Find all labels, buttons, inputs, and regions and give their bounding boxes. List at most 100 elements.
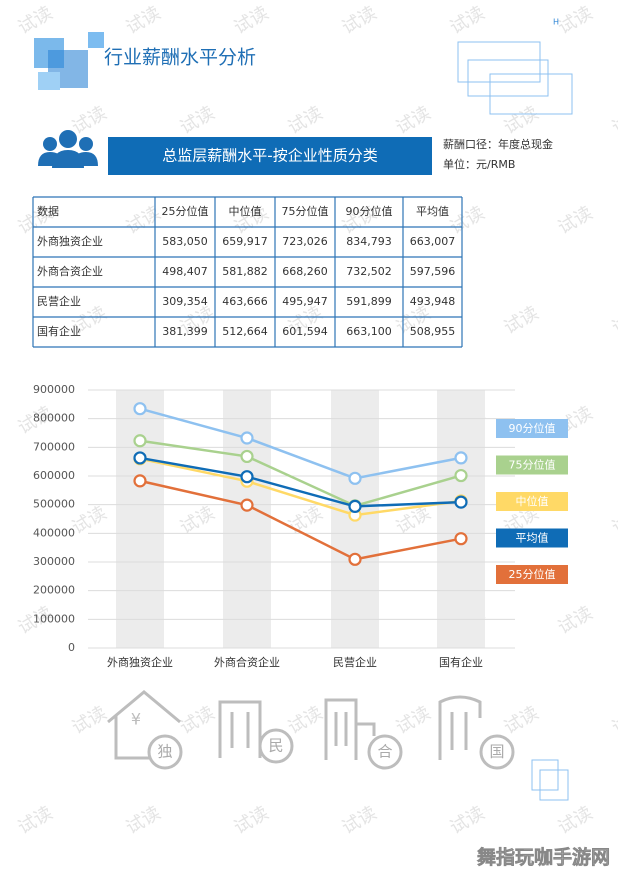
table-cell: 601,594 <box>282 325 328 338</box>
icon-label: 合 <box>377 743 392 761</box>
deco <box>531 759 559 791</box>
series-line <box>139 479 462 561</box>
table-cell: 495,947 <box>282 295 328 308</box>
y-tick-label: 900000 <box>33 383 75 396</box>
icon-text: ¥ <box>131 710 141 729</box>
table-cell: 90分位值 <box>346 204 393 218</box>
table-cell: 732,502 <box>346 265 392 278</box>
icon-building <box>438 695 482 760</box>
y-tick-label: 800000 <box>33 412 75 425</box>
watermark: 试读 <box>609 702 618 738</box>
point <box>133 451 147 465</box>
table-cell: 663,100 <box>346 325 392 338</box>
note: 单位：元/RMB <box>443 157 515 171</box>
point <box>133 434 147 448</box>
series-line <box>139 407 462 480</box>
point <box>133 474 147 488</box>
y-tick-label: 400000 <box>33 526 75 539</box>
point <box>454 532 468 546</box>
icons <box>107 690 515 770</box>
table-cell: 数据 <box>37 204 59 218</box>
y-tick-label: 200000 <box>33 584 75 597</box>
table-cell: 583,050 <box>162 235 208 248</box>
watermark: 试读 <box>609 302 618 338</box>
table-cell: 498,407 <box>162 265 208 278</box>
watermark: 试读 <box>231 802 273 838</box>
legend-label: 75分位值 <box>509 458 556 472</box>
watermark: 试读 <box>393 102 435 138</box>
icon-label: 民 <box>268 737 283 755</box>
series-line <box>139 456 462 508</box>
watermark: 试读 <box>285 102 327 138</box>
point <box>454 495 468 509</box>
icon-building <box>324 698 376 760</box>
y-tick-label: 0 <box>68 641 75 654</box>
watermark: 试读 <box>609 102 618 138</box>
series-line <box>139 439 462 508</box>
table-cell: 外商合资企业 <box>37 264 103 278</box>
point <box>454 451 468 465</box>
table-cell: 834,793 <box>346 235 392 248</box>
watermark: 试读 <box>393 702 435 738</box>
watermark: 试读 <box>447 2 489 38</box>
point <box>454 468 468 483</box>
point <box>133 402 147 416</box>
table-cell: 381,399 <box>162 325 208 338</box>
watermark: 试读 <box>123 202 165 238</box>
chart: 外商独资企业 外商合资企业 民营企业 国有企业 0 100000 200000 300000 4… <box>33 383 568 669</box>
site-name: 舞指玩咖手游网 <box>477 846 610 869</box>
deco <box>88 32 104 48</box>
point <box>240 470 254 484</box>
table-cell: 668,260 <box>282 265 328 278</box>
table-cell: 国有企业 <box>37 324 81 338</box>
section-title: 总监层薪酬水平-按企业性质分类 <box>162 147 377 165</box>
watermark: 试读 <box>447 202 489 238</box>
y-tick-label: 100000 <box>33 612 75 625</box>
point <box>240 431 254 445</box>
x-tick-label: 外商合资企业 <box>214 655 280 669</box>
icon-building <box>218 700 262 758</box>
watermark: 试读 <box>69 702 111 738</box>
table-cell: 493,948 <box>410 295 456 308</box>
watermark: 试读 <box>15 2 57 38</box>
watermark: 试读 <box>447 802 489 838</box>
watermark: 试读 <box>339 2 381 38</box>
watermark: 试读 <box>231 2 273 38</box>
series-line <box>139 457 462 517</box>
header-mark: H <box>553 18 559 27</box>
table-cell: 581,882 <box>222 265 268 278</box>
table-cell: 591,899 <box>346 295 392 308</box>
legend-swatch <box>496 455 568 475</box>
legend-swatch <box>496 492 568 511</box>
watermark: 试读 <box>177 102 219 138</box>
table-cell: 民营企业 <box>37 294 81 308</box>
category-band <box>437 390 485 648</box>
page-title: 行业薪酬水平分析 <box>104 47 256 69</box>
table-cell: 平均值 <box>416 205 449 218</box>
table-cell: 663,007 <box>410 235 456 248</box>
watermark: 试读 <box>123 2 165 38</box>
icon-house <box>107 690 181 760</box>
watermark: 试读 <box>555 2 597 38</box>
watermark: 试读 <box>501 702 543 738</box>
table-cell: 512,664 <box>222 325 268 338</box>
x-tick-label: 民营企业 <box>333 655 377 669</box>
watermark: 试读 <box>123 802 165 838</box>
watermark: 试读 <box>339 802 381 838</box>
note: 薪酬口径：年度总现金 <box>443 137 553 151</box>
table-cell: 508,955 <box>410 325 456 338</box>
deco <box>38 72 60 90</box>
deco <box>467 59 549 97</box>
legend-label: 中位值 <box>516 494 549 508</box>
x-tick-label: 外商独资企业 <box>107 655 173 669</box>
x-tick-label: 国有企业 <box>439 655 483 669</box>
category-band <box>116 390 164 648</box>
y-tick-label: 600000 <box>33 469 75 482</box>
category-band <box>223 390 271 648</box>
table-cell: 中位值 <box>229 204 262 218</box>
watermark: 试读 <box>555 202 597 238</box>
point <box>240 498 254 512</box>
watermark: 试读 <box>177 702 219 738</box>
legend-label: 25分位值 <box>509 567 556 581</box>
